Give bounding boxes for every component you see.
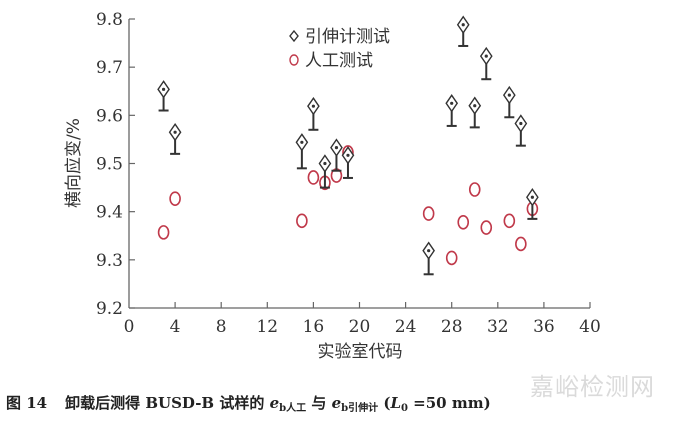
diamond-center-dot xyxy=(473,104,477,108)
manual-test-point xyxy=(457,214,470,230)
y-axis-title: 横向应变/% xyxy=(64,118,84,208)
extensometer-test-point xyxy=(295,133,309,170)
extensometer-test-point xyxy=(307,96,320,131)
y-tick-label: 9.8 xyxy=(96,10,123,30)
y-tick-label: 9.3 xyxy=(96,251,123,271)
diamond-center-dot xyxy=(530,195,534,199)
manual-test-point xyxy=(422,206,435,221)
extensometer-test-point xyxy=(456,15,470,47)
extensometer-test-point xyxy=(168,122,182,155)
legend-circle-icon xyxy=(289,54,299,66)
y-tick-label: 9.6 xyxy=(96,106,123,126)
extensometer-test-point xyxy=(341,146,355,179)
manual-test-point xyxy=(468,182,481,197)
y-tick-label: 9.4 xyxy=(96,203,123,223)
caption-value: =50 mm) xyxy=(407,394,491,412)
y-tick-label: 9.2 xyxy=(96,299,123,319)
diamond-center-dot xyxy=(450,101,454,105)
caption-connector: 与 xyxy=(306,394,332,412)
caption-L-subscript: 0 xyxy=(400,403,408,414)
x-tick-label: 8 xyxy=(216,317,227,337)
manual-test-point xyxy=(515,236,527,252)
legend-label-extensometer: 引伸计测试 xyxy=(305,27,390,47)
x-tick-label: 36 xyxy=(533,317,555,337)
figure-number: 图 14 xyxy=(6,394,48,412)
manual-test-point xyxy=(480,220,493,235)
diamond-center-dot xyxy=(484,54,488,58)
x-tick-label: 4 xyxy=(170,317,181,337)
manual-test-point xyxy=(169,191,181,206)
diamond-center-dot xyxy=(161,87,166,91)
x-tick-label: 28 xyxy=(441,317,463,337)
manual-test-point xyxy=(445,250,458,266)
manual-test-point xyxy=(307,170,320,185)
legend-diamond-icon xyxy=(289,29,299,43)
extensometer-test-point xyxy=(330,138,343,172)
diamond-center-dot xyxy=(507,93,511,97)
watermark: 嘉峪检测网 xyxy=(530,373,655,401)
plot-area xyxy=(157,15,539,276)
extensometer-test-point xyxy=(318,154,332,189)
x-tick-label: 40 xyxy=(579,317,601,337)
y-tick-label: 9.5 xyxy=(96,155,123,175)
extensometer-test-point xyxy=(479,46,493,81)
figure-caption: 图 14 卸载后测得 BUSD-B 试样的 eb人工 与 eb引伸计 (L0 =5… xyxy=(6,392,491,414)
extensometer-test-point xyxy=(445,94,459,127)
x-tick-label: 12 xyxy=(256,317,278,337)
diamond-center-dot xyxy=(323,161,327,166)
caption-paren: ( xyxy=(378,394,391,412)
caption-e2-subscript: b引伸计 xyxy=(341,403,379,414)
caption-e1-symbol: e xyxy=(269,394,280,412)
diamond-center-dot xyxy=(173,130,177,134)
manual-test-point xyxy=(503,213,516,229)
x-tick-label: 32 xyxy=(487,317,509,337)
caption-L-symbol: L xyxy=(390,394,401,412)
scatter-chart: 9.2 9.3 9.4 9.5 9.6 9.7 9.8 0 4 8 12 16 20 24 28 32 36 40… xyxy=(64,10,601,362)
extensometer-test-point xyxy=(157,80,170,112)
legend-label-manual: 人工测试 xyxy=(305,51,373,71)
extensometer-test-point xyxy=(514,114,528,147)
diamond-center-dot xyxy=(334,146,339,150)
manual-test-point xyxy=(296,213,308,229)
x-tick-label: 16 xyxy=(303,317,325,337)
x-axis-title: 实验室代码 xyxy=(318,342,403,362)
x-tick-label: 20 xyxy=(349,317,371,337)
caption-text: 卸载后测得 BUSD-B 试样的 xyxy=(65,394,270,412)
extensometer-test-point xyxy=(422,241,435,276)
legend: 引伸计测试 人工测试 xyxy=(289,27,390,71)
x-tick-label: 24 xyxy=(395,317,417,337)
extensometer-test-point xyxy=(502,85,516,119)
diamond-center-dot xyxy=(427,249,431,253)
caption-e2-symbol: e xyxy=(331,394,342,412)
extensometer-test-point xyxy=(526,187,539,220)
caption-e1-subscript: b人工 xyxy=(279,403,307,414)
diamond-center-dot xyxy=(519,121,523,126)
diamond-center-dot xyxy=(300,140,304,144)
diamond-center-dot xyxy=(346,153,350,157)
axes: 9.2 9.3 9.4 9.5 9.6 9.7 9.8 0 4 8 12 16 20 24 28 32 36 40 xyxy=(96,10,601,337)
diamond-center-dot xyxy=(461,23,465,27)
x-tick-label: 0 xyxy=(124,317,135,337)
diamond-center-dot xyxy=(311,104,315,108)
y-tick-label: 9.7 xyxy=(96,58,123,78)
extensometer-test-point xyxy=(468,96,482,129)
manual-test-point xyxy=(157,225,170,240)
